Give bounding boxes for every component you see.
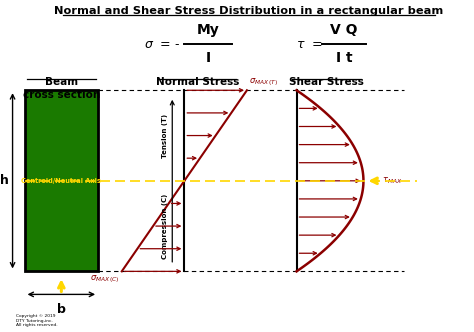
Text: Centroid/Neutral Axis: Centroid/Neutral Axis	[21, 178, 101, 184]
Text: Beam
cross section: Beam cross section	[23, 77, 100, 100]
Text: Shear Stress: Shear Stress	[289, 77, 364, 87]
Text: $\sigma_{MAX\,(C)}$: $\sigma_{MAX\,(C)}$	[90, 274, 119, 286]
Text: Normal Stress: Normal Stress	[155, 77, 239, 87]
Text: My: My	[197, 23, 219, 37]
Text: Copyright © 2019
DTY Tutoring,inc.
All rights reserved.: Copyright © 2019 DTY Tutoring,inc. All r…	[16, 314, 58, 327]
Text: Compression (C): Compression (C)	[162, 194, 168, 259]
Bar	[25, 90, 98, 271]
Text: V Q: V Q	[330, 23, 358, 37]
Text: Normal and Shear Stress Distribution in a rectangular beam: Normal and Shear Stress Distribution in …	[55, 6, 444, 16]
Text: $\sigma_{MAX\,(T)}$: $\sigma_{MAX\,(T)}$	[249, 76, 278, 88]
Text: $\tau_{MAX}$: $\tau_{MAX}$	[382, 176, 402, 186]
Text: I: I	[206, 51, 210, 65]
Text: Tension (T): Tension (T)	[162, 114, 168, 158]
Text: h: h	[0, 174, 9, 187]
Text: $\sigma$  = -: $\sigma$ = -	[144, 38, 180, 51]
Text: I t: I t	[336, 51, 352, 65]
Text: $\tau$  =: $\tau$ =	[296, 38, 322, 51]
Text: b: b	[57, 303, 66, 316]
